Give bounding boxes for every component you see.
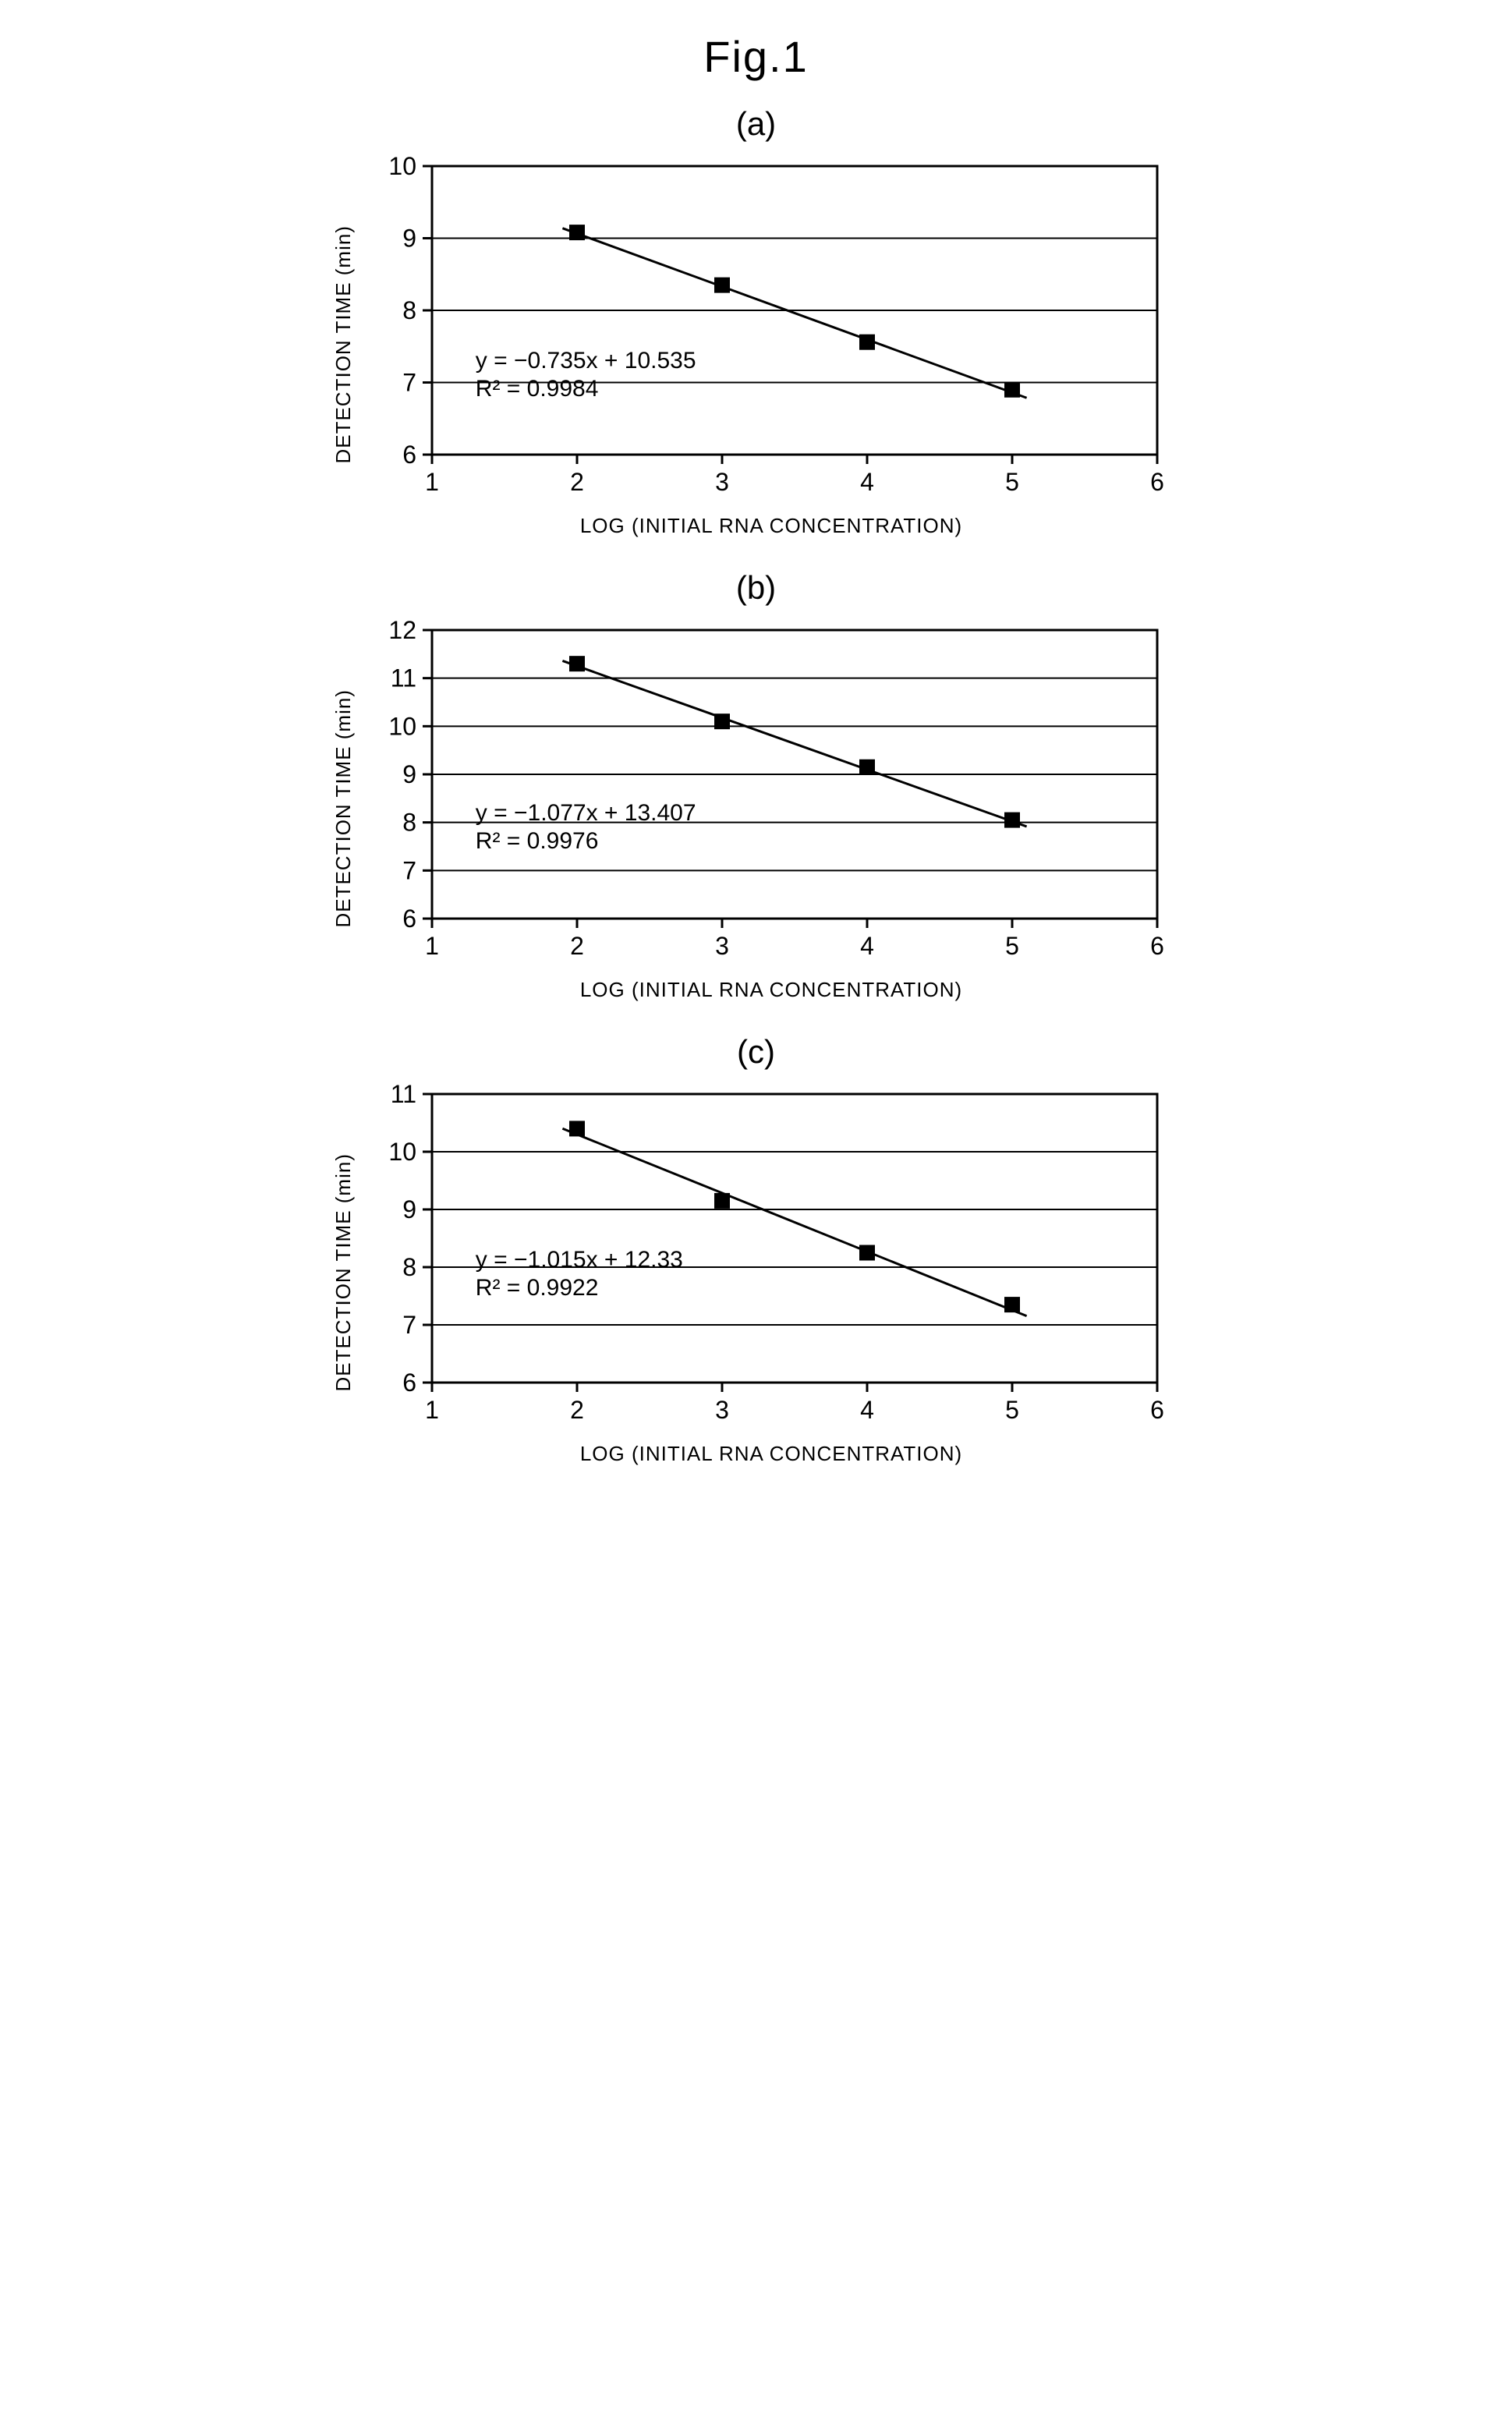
chart-svg: 1 2 3 4 5 6 6 7 8 9 10 11 y = −1.015x + 12.33R² = 0.… xyxy=(362,1078,1181,1437)
y-tick-label: 7 xyxy=(402,1311,416,1339)
x-tick-label: 5 xyxy=(1005,932,1019,960)
regression-line xyxy=(562,1128,1026,1316)
y-tick-label: 10 xyxy=(388,152,416,180)
y-tick-label: 6 xyxy=(402,441,416,469)
x-tick-label: 2 xyxy=(570,932,584,960)
rsquared-text: R² = 0.9976 xyxy=(476,828,599,854)
x-tick-label: 5 xyxy=(1005,1396,1019,1424)
data-point xyxy=(859,760,875,775)
data-point xyxy=(1004,1297,1020,1312)
data-point xyxy=(569,656,585,671)
y-tick-label: 7 xyxy=(402,369,416,397)
data-point xyxy=(569,225,585,240)
x-tick-label: 5 xyxy=(1005,468,1019,496)
rsquared-text: R² = 0.9922 xyxy=(476,1275,599,1301)
x-tick-label: 6 xyxy=(1150,1396,1164,1424)
y-tick-label: 10 xyxy=(388,712,416,740)
subplot-label: (a) xyxy=(736,105,776,143)
y-axis-label: DETECTION TIME (min) xyxy=(331,689,356,928)
x-axis-label: LOG (INITIAL RNA CONCENTRATION) xyxy=(580,514,962,538)
y-tick-label: 8 xyxy=(402,296,416,324)
x-tick-label: 3 xyxy=(715,932,729,960)
rsquared-text: R² = 0.9984 xyxy=(476,376,599,402)
y-tick-label: 6 xyxy=(402,1369,416,1397)
equation-text: y = −1.077x + 13.407 xyxy=(476,800,696,826)
subplot-label: (c) xyxy=(737,1033,775,1071)
chart-svg: 1234566789101112y = −1.077x + 13.407R² =… xyxy=(362,614,1181,973)
y-tick-label: 11 xyxy=(391,1080,416,1108)
x-tick-label: 1 xyxy=(425,932,439,960)
subplots-container: (a)DETECTION TIME (min)123456678910y = −… xyxy=(331,105,1181,1497)
x-tick-label: 6 xyxy=(1150,468,1164,496)
y-axis-label: DETECTION TIME (min) xyxy=(331,225,356,464)
x-tick-label: 3 xyxy=(715,1396,729,1424)
x-axis-label: LOG (INITIAL RNA CONCENTRATION) xyxy=(580,978,962,1002)
x-tick-label: 1 xyxy=(425,468,439,496)
y-tick-label: 9 xyxy=(402,225,416,253)
data-point xyxy=(569,1121,585,1136)
y-tick-label: 6 xyxy=(402,905,416,933)
y-axis-label: DETECTION TIME (min) xyxy=(331,1153,356,1392)
figure-title: Fig.1 xyxy=(703,31,809,82)
data-point xyxy=(714,278,730,293)
subplot-label: (b) xyxy=(736,569,776,607)
data-point xyxy=(714,1193,730,1209)
y-tick-label: 12 xyxy=(388,616,416,644)
y-tick-label: 10 xyxy=(388,1138,416,1166)
x-tick-label: 4 xyxy=(860,468,874,496)
equation-text: y = −1.015x + 12.33 xyxy=(476,1247,683,1273)
x-tick-label: 2 xyxy=(570,468,584,496)
x-tick-label: 1 xyxy=(425,1396,439,1424)
subplot-2: (b)DETECTION TIME (min)1234566789101112y… xyxy=(331,569,1181,1002)
subplot-3: (c) DETECTION TIME (min) 1 2 3 4 5 6 6 7 8 9 10 11 y =… xyxy=(331,1033,1181,1466)
x-axis-label: LOG (INITIAL RNA CONCENTRATION) xyxy=(580,1442,962,1466)
y-tick-label: 8 xyxy=(402,1253,416,1281)
y-tick-label: 7 xyxy=(402,856,416,884)
x-tick-label: 3 xyxy=(715,468,729,496)
data-point xyxy=(1004,813,1020,828)
data-point xyxy=(859,335,875,350)
subplot-1: (a) DETECTION TIME (min) 1 2 3 4 5 6 6 7 8 9 10 y = −… xyxy=(331,105,1181,538)
data-point xyxy=(859,1245,875,1261)
data-point xyxy=(1004,382,1020,398)
x-tick-label: 2 xyxy=(570,1396,584,1424)
x-tick-label: 6 xyxy=(1150,932,1164,960)
data-point xyxy=(714,714,730,729)
chart-svg: 1 2 3 4 5 6 6 7 8 9 10 y = −0.735x + 10.535R² = 0.9… xyxy=(362,150,1181,509)
y-tick-label: 9 xyxy=(402,760,416,788)
y-tick-label: 8 xyxy=(402,809,416,837)
x-tick-label: 4 xyxy=(860,932,874,960)
y-tick-label: 9 xyxy=(402,1195,416,1223)
equation-text: y = −0.735x + 10.535 xyxy=(476,348,696,374)
x-tick-label: 4 xyxy=(860,1396,874,1424)
y-tick-label: 11 xyxy=(391,664,416,692)
